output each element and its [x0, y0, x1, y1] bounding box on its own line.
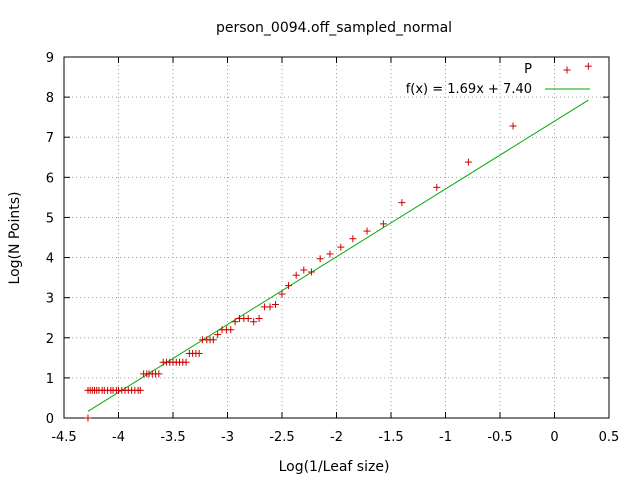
- legend-label-p: P: [524, 62, 532, 77]
- ticks: -4.5 -4 -3.5 -3 -2.5 -2 -1.5 -1 -0.5 0 0.5 0 1 2 3 4 5 6 7…: [46, 51, 620, 445]
- data-point: [464, 158, 472, 166]
- data-point: [209, 336, 217, 344]
- data-point: [433, 183, 441, 191]
- x-tick-label: -2.5: [269, 430, 294, 445]
- y-tick-label: 5: [46, 211, 54, 226]
- x-tick-label: 0: [550, 430, 558, 445]
- chart-title: person_0094.off_sampled_normal: [216, 20, 452, 36]
- data-point: [379, 220, 387, 228]
- legend-marker-p: [563, 66, 571, 74]
- x-axis-label: Log(1/Leaf size): [279, 459, 390, 475]
- data-point: [316, 255, 324, 263]
- data-point: [285, 282, 293, 290]
- x-tick-label: -1: [439, 430, 452, 445]
- data-point: [266, 303, 274, 311]
- data-point: [195, 349, 203, 357]
- y-tick-label: 7: [46, 131, 54, 146]
- data-point: [292, 271, 300, 279]
- x-tick-label: -3: [221, 430, 234, 445]
- data-point: [84, 414, 92, 422]
- fit-line: [87, 99, 589, 412]
- data-point: [214, 331, 222, 339]
- data-point: [231, 318, 239, 326]
- data-point: [271, 300, 279, 308]
- data-point: [326, 250, 334, 258]
- data-point: [307, 268, 315, 276]
- y-tick-label: 8: [46, 91, 54, 106]
- y-tick-label: 6: [46, 171, 54, 186]
- data-point: [227, 326, 235, 334]
- grid: [64, 57, 609, 418]
- data-point: [349, 235, 357, 243]
- y-tick-label: 3: [46, 292, 54, 307]
- y-tick-label: 0: [46, 412, 54, 427]
- data-point: [584, 62, 592, 70]
- y-tick-label: 2: [46, 332, 54, 347]
- x-tick-label: -0.5: [487, 430, 512, 445]
- data-point: [182, 358, 190, 366]
- data-point: [337, 243, 345, 251]
- data-point: [244, 315, 252, 323]
- x-tick-label: -4.5: [51, 430, 76, 445]
- data-point: [250, 318, 258, 326]
- data-point: [255, 315, 263, 323]
- x-tick-label: -2: [330, 430, 343, 445]
- y-tick-label: 1: [46, 372, 54, 387]
- x-tick-label: 0.5: [599, 430, 620, 445]
- data-point: [363, 227, 371, 235]
- data-point: [509, 122, 517, 130]
- x-tick-label: -4: [112, 430, 125, 445]
- legend-label-fit: f(x) = 1.69x + 7.40: [406, 82, 532, 97]
- y-tick-label: 4: [46, 252, 54, 267]
- data-point: [278, 290, 286, 298]
- data-point: [300, 266, 308, 274]
- data-point: [136, 386, 144, 394]
- y-tick-label: 9: [46, 51, 54, 66]
- legend: P f(x) = 1.69x + 7.40: [406, 62, 590, 97]
- data-point: [155, 370, 163, 378]
- series: [84, 62, 592, 422]
- y-axis-label: Log(N Points): [7, 192, 23, 285]
- data-point: [398, 199, 406, 207]
- x-tick-label: -1.5: [378, 430, 403, 445]
- x-tick-label: -3.5: [160, 430, 185, 445]
